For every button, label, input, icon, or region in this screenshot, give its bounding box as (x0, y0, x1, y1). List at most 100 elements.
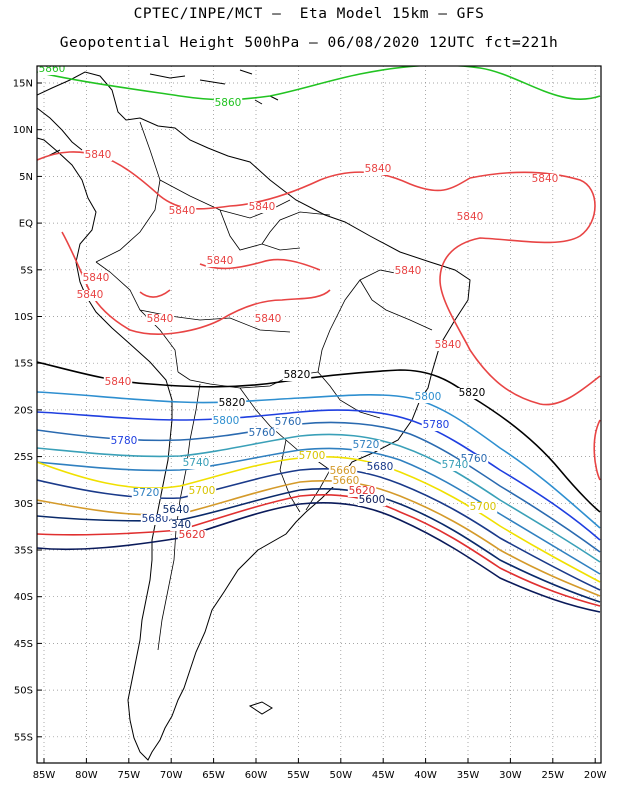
map-subtitle: Geopotential Height 500hPa – 06/08/2020 … (59, 35, 559, 51)
contour-label-bg (253, 314, 283, 325)
contour-5740 (37, 433, 601, 563)
contour-label-bg (161, 505, 191, 516)
contour-label: 5760 (275, 416, 302, 428)
contour-label: 5840 (85, 149, 112, 161)
contour-label-bg (530, 174, 560, 185)
contour-5660 (37, 479, 601, 597)
contour-lines (37, 66, 601, 613)
contour-5860 (37, 66, 601, 101)
contour-label: 5840 (365, 163, 392, 175)
lat-tick-label: 10N (13, 125, 33, 136)
contour-label: 5840 (169, 205, 196, 217)
lat-tick-label: 5S (20, 265, 33, 276)
contour-5820 (37, 361, 601, 513)
contour-5720 (37, 447, 601, 575)
lon-tick-label: 75W (117, 770, 140, 781)
contour-5680 (37, 467, 601, 591)
contour-label-bg (81, 273, 111, 284)
contour-label: 5700 (189, 485, 216, 497)
contour-label-bg (217, 398, 247, 409)
contour-label-bg (297, 451, 327, 462)
lat-tick-label: 30S (14, 499, 33, 510)
lon-tick-label: 30W (499, 770, 522, 781)
contour-label: 5640 (163, 504, 190, 516)
contour-label: 5820 (459, 387, 486, 399)
contour-label: 5860 (215, 97, 242, 109)
contour-labels: 5860 5860 5840 5840 5840 5840 5840 5840 5840 5840… (0, 0, 560, 541)
lat-tick-label: 35S (14, 546, 33, 557)
lon-tick-label: 55W (287, 770, 310, 781)
lon-tick-label: 50W (329, 770, 352, 781)
contour-label-bg (131, 488, 161, 499)
contour-label-bg (455, 212, 485, 223)
contour-5840-east (593, 419, 601, 481)
contour-label: 5820 (219, 397, 246, 409)
contour-label-bg (363, 164, 393, 175)
lat-tick-label: 15N (13, 79, 33, 90)
lon-tick-label: 85W (33, 770, 56, 781)
lon-tick-label: 60W (245, 770, 268, 781)
contour-5780 (37, 409, 601, 541)
lon-tick-label: 25W (541, 770, 564, 781)
contour-label-bg (145, 314, 175, 325)
contour-label-bg (347, 486, 377, 497)
lat-tick-label: 25S (14, 452, 33, 463)
coastline (37, 69, 471, 761)
contour-label: 5760 (249, 427, 276, 439)
map-title: CPTEC/INPE/MCT – Eta Model 15km – GFS (133, 6, 485, 22)
contour-label-bg (328, 466, 358, 477)
contour-5800 (37, 391, 601, 529)
contour-5620 (37, 493, 601, 607)
contour-label: 5840 (435, 339, 462, 351)
contour-label-bg (421, 420, 451, 431)
latitude-labels: 15N 10N 5N EQ 5S 10S 15S 20S 25S 30S 35S 40S 45S 50S 5… (13, 79, 42, 743)
contour-5840-amazon (61, 231, 331, 335)
caribbean-islands (149, 69, 279, 105)
contour-label-bg (457, 388, 487, 399)
contour-label: 5840 (147, 313, 174, 325)
contour-label: 5780 (111, 435, 138, 447)
contour-label: 5800 (415, 391, 442, 403)
lat-tick-label: 45S (14, 639, 33, 650)
contour-label: 5820 (284, 369, 311, 381)
lat-tick-label: 50S (14, 686, 33, 697)
lat-tick-label: 15S (14, 359, 33, 370)
contour-label-bg (170, 520, 192, 531)
lon-tick-label: 70W (160, 770, 183, 781)
contour-label-bg (0, 0, 14, 3)
contour-label-bg (83, 150, 113, 161)
contour-label: 5800 (213, 415, 240, 427)
contour-label-bg (282, 370, 312, 381)
contour-5600 (37, 501, 601, 613)
contour-label-bg (177, 530, 207, 541)
contour-label: 5600 (0, 0, 13, 3)
contour-label-bg (109, 436, 139, 447)
contour-label-bg (247, 428, 277, 439)
contour-label: 5600 (359, 494, 386, 506)
contour-label-bg (181, 458, 211, 469)
contour-label-bg (365, 462, 395, 473)
map-frame (36, 65, 602, 764)
south-america-coast (37, 71, 471, 761)
contour-label-bg (459, 454, 489, 465)
contour-label: 5700 (470, 501, 497, 513)
contour-label: 5840 (77, 289, 104, 301)
contour-label: 5840 (83, 272, 110, 284)
contour-label-bg (211, 416, 241, 427)
contour-label: 340 (171, 519, 191, 531)
contour-label: 5840 (105, 376, 132, 388)
graticule (37, 66, 601, 763)
contour-label-bg (331, 476, 361, 487)
contour-label: 5840 (395, 265, 422, 277)
contour-label: 5720 (133, 487, 160, 499)
contour-label: 5780 (423, 419, 450, 431)
contour-label: 5840 (207, 255, 234, 267)
contour-label-bg (167, 206, 197, 217)
contour-label: 5660 (330, 465, 357, 477)
contour-label: 5620 (349, 485, 376, 497)
contour-label-bg (140, 514, 170, 525)
contour-5840-north (37, 151, 601, 406)
lon-tick-label: 20W (584, 770, 607, 781)
contour-label-bg (440, 460, 470, 471)
